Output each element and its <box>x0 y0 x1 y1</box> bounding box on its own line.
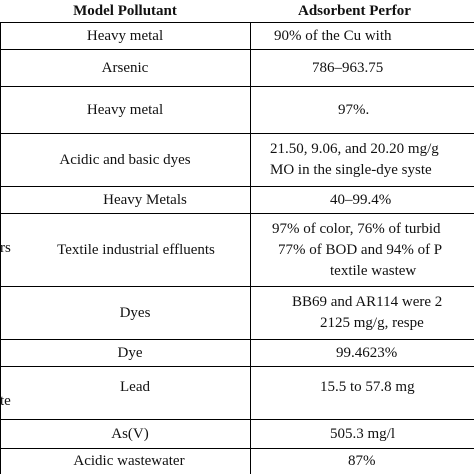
left-fragment-text: te <box>0 393 11 409</box>
row-rule <box>0 419 474 420</box>
table-row: Acidic and basic dyes 21.50, 9.06, and 2… <box>0 134 474 186</box>
table-row: Heavy metal 97%. <box>0 87 474 133</box>
performance-cell: 90% of the Cu with <box>274 27 392 44</box>
left-fragment-text: rs <box>0 240 11 256</box>
pollutant-cell: Dye <box>117 344 143 361</box>
pollutant-cell: As(V) <box>111 425 149 442</box>
row-rule <box>0 186 474 187</box>
performance-cell: 505.3 mg/l <box>330 425 396 442</box>
performance-cell: 15.5 to 57.8 mg <box>320 378 415 395</box>
col-divider-left <box>0 22 1 474</box>
pollutant-cell: Heavy metal <box>86 101 164 118</box>
pollutant-cell: Heavy metal <box>86 27 164 44</box>
table-row: Heavy Metals 40–99.4% <box>0 187 474 213</box>
pollutant-cell: Heavy Metals <box>103 191 187 208</box>
row-rule <box>0 213 474 214</box>
table-row: Dyes BB69 and AR114 were 2 2125 mg/g, re… <box>0 287 474 339</box>
row-rule <box>0 133 474 134</box>
performance-cell: 786–963.75 <box>312 59 384 76</box>
table-row: te Lead 15.5 to 57.8 mg <box>0 367 474 419</box>
table-row: Acidic wastewater 87% <box>0 449 474 474</box>
header-adsorbent-performance: Adsorbent Perfor <box>298 2 411 19</box>
row-rule <box>0 49 474 50</box>
performance-cell: 21.50, 9.06, and 20.20 mg/g MO in the si… <box>270 141 439 178</box>
pollutant-cell: Lead <box>120 378 150 395</box>
row-rule <box>0 366 474 367</box>
performance-cell: BB69 and AR114 were 2 2125 mg/g, respe <box>292 294 443 331</box>
row-rule <box>0 339 474 340</box>
pollutant-cell: Arsenic <box>101 59 149 76</box>
performance-cell: 97%. <box>338 101 370 118</box>
table-row: Heavy metal 90% of the Cu with <box>0 23 474 49</box>
row-rule <box>0 86 474 87</box>
performance-cell: 97% of color, 76% of turbid 77% of BOD a… <box>272 220 443 279</box>
performance-cell: 87% <box>348 453 376 469</box>
header-rule <box>0 22 474 23</box>
performance-cell: 40–99.4% <box>330 191 392 208</box>
pollutant-cell: Acidic wastewater <box>73 453 185 469</box>
table-row: rs Textile industrial effluents 97% of c… <box>0 214 474 286</box>
performance-cell: 99.4623% <box>336 344 398 361</box>
row-rule <box>0 448 474 449</box>
pollutant-cell: Textile industrial effluents <box>57 241 215 258</box>
pollutant-cell: Acidic and basic dyes <box>59 151 191 168</box>
table-header: Model Pollutant Adsorbent Perfor <box>0 0 474 22</box>
table-row: Dye 99.4623% <box>0 340 474 366</box>
col-divider-middle <box>250 22 251 474</box>
header-model-pollutant: Model Pollutant <box>73 2 177 19</box>
row-rule <box>0 286 474 287</box>
pollutant-cell: Dyes <box>119 304 151 321</box>
table-row: Arsenic 786–963.75 <box>0 50 474 86</box>
table-row: As(V) 505.3 mg/l <box>0 420 474 448</box>
